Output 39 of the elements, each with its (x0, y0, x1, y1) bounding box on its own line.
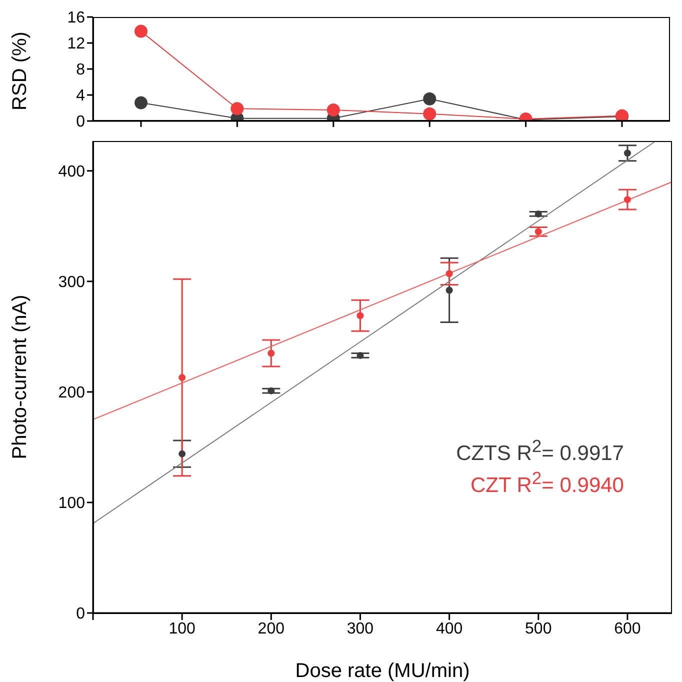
point (534, 228, 542, 236)
point (423, 107, 436, 120)
point (423, 92, 436, 106)
point (134, 96, 148, 110)
point (326, 103, 340, 116)
point (134, 24, 148, 38)
x-axis-title: Dose rate (MU/min) (295, 660, 470, 682)
point (534, 210, 542, 218)
y-tick-label: 300 (58, 274, 86, 292)
x-tick-label: 200 (258, 620, 285, 638)
x-tick-label: 600 (614, 620, 641, 638)
y-axis-title: Photo-current (nA) (9, 294, 32, 460)
point (230, 102, 244, 116)
point (268, 350, 275, 357)
y-tick-label: 8 (76, 62, 86, 79)
y-tick-label: 4 (76, 88, 86, 105)
point (624, 196, 631, 204)
y-tick-label: 12 (67, 36, 86, 53)
y-tick-label: 16 (67, 10, 86, 27)
x-tick-label: 100 (168, 620, 196, 638)
point (446, 286, 453, 294)
annotation: CZTS R$^{2}$= 0.9917 (456, 436, 624, 466)
x-tick-label: 500 (525, 620, 552, 638)
annotation: CZT R$^{2}$= 0.9940 (470, 468, 624, 498)
point (178, 450, 186, 458)
y-tick-label: 400 (58, 164, 86, 181)
point (624, 150, 631, 157)
point (356, 352, 364, 359)
y-axis-title: RSD (%) (9, 32, 32, 110)
x-tick-label: 400 (436, 620, 463, 638)
y-tick-label: 100 (58, 495, 86, 512)
point (178, 374, 186, 382)
y-tick-label: 0 (76, 114, 86, 131)
y-tick-label: 200 (58, 384, 86, 402)
point (268, 387, 275, 394)
point (446, 270, 453, 278)
y-tick-label: 0 (76, 606, 86, 623)
x-tick-label: 300 (346, 620, 374, 638)
point (356, 312, 364, 320)
